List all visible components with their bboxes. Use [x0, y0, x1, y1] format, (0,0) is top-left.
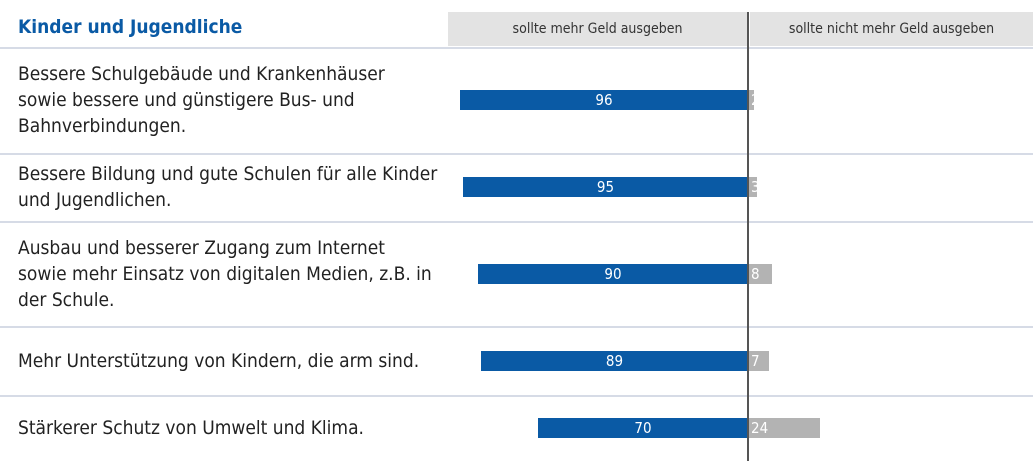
bar: 7 [748, 350, 769, 371]
value-label: 7 [751, 351, 760, 370]
value-label: 95 [596, 178, 615, 196]
legend-entry: sollte mehr Geld ausgeben [448, 12, 747, 46]
value-label: 3 [751, 178, 760, 196]
bar: 90 [478, 263, 748, 284]
row-separator [0, 395, 1033, 461]
center-line [747, 12, 749, 461]
bar: 70 [538, 418, 748, 438]
category-label: Mehr Unterstützung von Kindern, die arm … [18, 349, 420, 372]
category-label: Ausbau und besserer Zugang zum Internet … [18, 236, 432, 311]
value-label: 70 [634, 419, 652, 437]
row-separator [0, 326, 1033, 395]
chart-title: Kinder und Jugendliche [18, 16, 243, 38]
value-label: 89 [605, 351, 624, 370]
row-separator [0, 221, 1033, 326]
category-label: Bessere Bildung und gute Schulen für all… [18, 163, 438, 211]
value-label: 24 [751, 419, 769, 437]
value-label: 8 [751, 264, 760, 283]
row-separator [0, 47, 1033, 153]
value-label: 2 [751, 91, 760, 109]
bar: 3 [748, 177, 760, 197]
bar: 2 [748, 90, 760, 110]
bar: 96 [460, 90, 748, 110]
bar: 89 [481, 350, 748, 371]
bar: 24 [748, 418, 820, 438]
bar: 95 [463, 177, 748, 197]
row-separator [0, 153, 1033, 221]
value-label: 96 [595, 91, 613, 109]
bar: 8 [748, 263, 772, 284]
legend-entry: sollte nicht mehr Geld ausgeben [750, 12, 1033, 46]
category-label: Bessere Schulgebäude und Krankenhäuser s… [18, 63, 385, 137]
value-label: 90 [604, 264, 622, 283]
category-label: Stärkerer Schutz von Umwelt und Klima. [18, 417, 364, 439]
